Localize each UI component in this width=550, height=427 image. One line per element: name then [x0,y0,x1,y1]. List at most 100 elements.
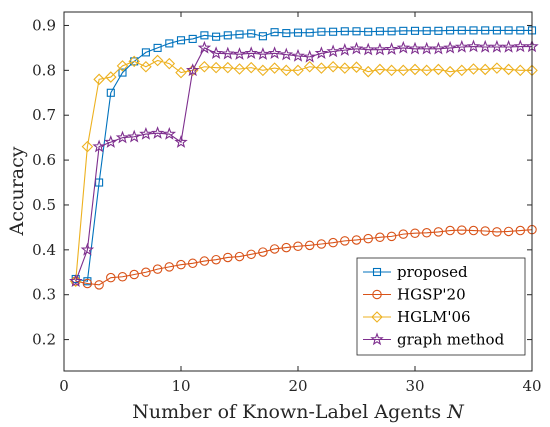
data-point-star [92,139,106,153]
y-tick-labels: 0.2 0.3 0.4 0.5 0.6 0.7 0.8 0.9 [32,16,56,348]
data-point-diamond [163,57,176,70]
data-point-square [282,29,291,38]
series-proposed [71,26,537,286]
data-point-circle [152,264,163,274]
data-point-square [176,36,186,45]
data-point-square [422,26,431,35]
data-point-star [209,46,223,60]
x-tick-label: 40 [522,377,541,395]
data-point-star [466,39,481,53]
x-tick-label: 10 [171,377,190,395]
data-point-circle [492,227,502,237]
data-point-circle [199,256,210,266]
data-point-diamond [210,61,222,74]
x-axis-label: Number of Known-Label Agents N [132,401,465,423]
data-point-diamond [491,62,503,74]
data-point-star [150,126,165,139]
data-point-circle [269,244,280,254]
data-point-diamond [303,60,316,73]
data-point-diamond [479,63,491,76]
data-point-circle [503,226,514,237]
data-point-diamond [128,55,140,68]
data-point-circle [211,254,221,265]
data-point-diamond [420,64,433,77]
data-point-star [513,39,528,53]
legend: proposed HGSP'20 HGLM'06 graph method [356,257,526,356]
data-point-circle [234,251,245,262]
data-point-diamond [175,66,187,79]
data-point-star [232,47,247,60]
data-point-square [188,34,197,43]
data-point-star [501,39,516,53]
data-point-circle [375,232,385,243]
data-point-circle [141,267,151,278]
legend-item: HGLM'06 [363,308,471,326]
data-point-square [481,26,490,35]
data-point-circle [129,269,139,280]
data-point-circle [351,235,362,245]
data-point-star [396,40,411,54]
data-point-circle [281,242,292,253]
data-point-square [141,48,150,57]
data-point-star [162,126,177,140]
data-point-circle [480,226,490,236]
series-graph-method [68,39,539,287]
data-point-circle [410,228,420,238]
series-line [75,229,533,286]
y-tick-label: 0.8 [32,61,56,79]
data-point-circle [468,225,479,236]
data-point-circle [328,237,338,248]
data-point-square [118,68,127,77]
legend-item: HGSP'20 [363,286,466,304]
data-point-square [399,26,408,35]
data-point-star [302,49,317,63]
data-point-star [431,41,446,55]
data-point-diamond [198,60,211,73]
data-point-circle [340,236,350,246]
data-point-square [329,27,338,36]
data-point-circle [164,262,175,272]
data-point-star [185,63,200,77]
series-hglm-06 [69,54,538,288]
data-point-diamond [93,73,105,86]
data-point-diamond [385,64,398,77]
data-point-diamond [371,311,383,323]
data-point-diamond [456,64,468,77]
data-point-diamond [268,62,281,74]
data-point-square [223,31,232,40]
data-point-star [490,39,504,53]
x-axis-label-text: Number of Known-Label Agents [132,401,447,423]
data-point-square [492,26,501,35]
data-point-star [267,46,282,60]
data-point-diamond [362,65,374,78]
data-point-square [317,27,326,36]
data-point-star [338,43,352,56]
data-point-square [305,28,314,37]
data-point-square [106,88,115,97]
data-point-square [270,28,279,37]
data-point-square [340,27,349,36]
data-point-circle [82,278,93,289]
data-point-square [375,27,384,36]
y-tick-label: 0.9 [32,16,56,34]
data-point-square [457,26,466,35]
data-point-circle [304,240,315,251]
legend-label: HGSP'20 [397,286,466,304]
data-point-square [293,28,303,37]
data-point-star [279,47,294,61]
data-point-diamond [315,62,328,74]
data-point-star [291,48,305,62]
data-point-star [314,46,329,60]
data-point-circle [433,227,444,237]
data-point-diamond [257,64,269,77]
x-tick-label: 0 [59,377,69,395]
data-point-circle [386,231,397,242]
data-point-star [349,41,364,55]
data-point-circle [363,233,373,244]
data-point-star [244,46,258,60]
data-point-diamond [502,63,515,76]
x-tick-labels: 0 10 20 30 40 [59,377,541,395]
y-tick-label: 0.3 [32,286,56,304]
legend-item: graph method [363,331,505,349]
